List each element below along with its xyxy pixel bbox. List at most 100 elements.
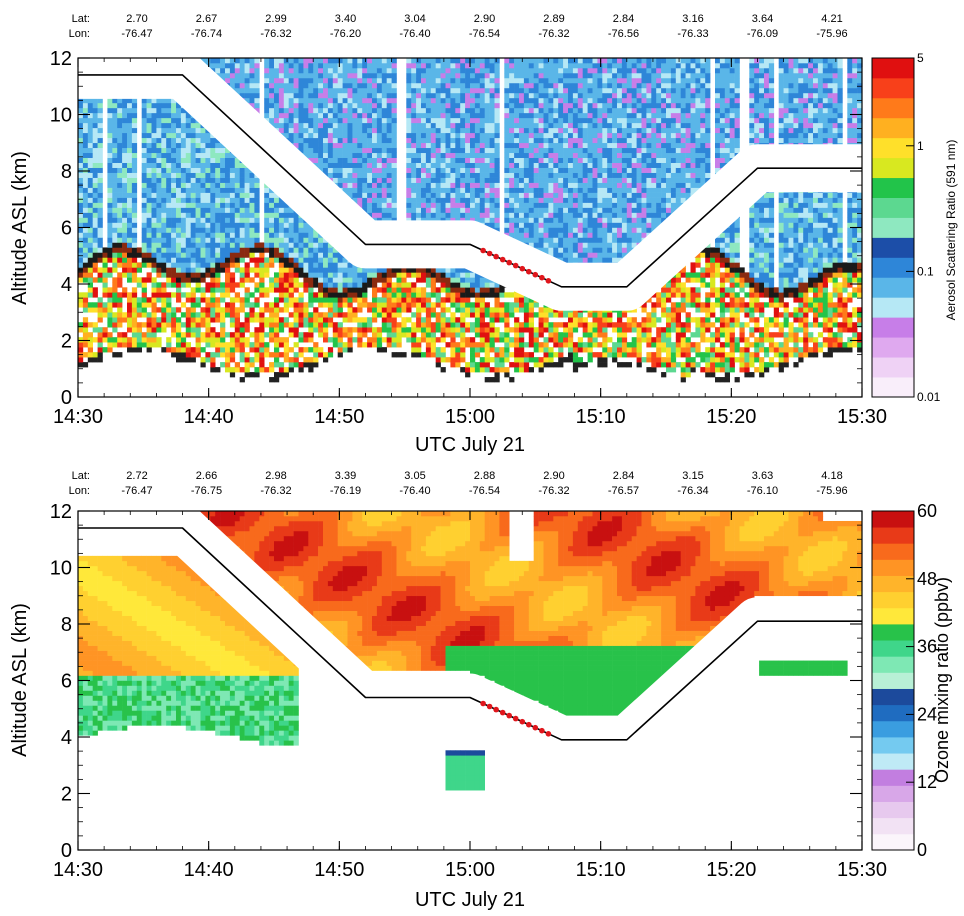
- colorbar-tick-label: 12: [917, 772, 937, 792]
- colorbar-swatch: [872, 357, 914, 378]
- lat-value: 2.88: [474, 470, 495, 482]
- colorbar-swatch: [872, 157, 914, 179]
- highlight-point: [512, 715, 519, 722]
- y-tick-label: 12: [50, 501, 72, 523]
- y-tick-label: 6: [61, 218, 72, 240]
- colorbar-swatch: [872, 97, 914, 119]
- y-tick-label: 4: [61, 727, 72, 749]
- lon-value: -76.54: [469, 28, 500, 40]
- colorbar-swatch: [872, 137, 914, 159]
- lon-value: -76.34: [677, 485, 708, 497]
- lon-value: -76.57: [608, 485, 639, 497]
- lon-value: -76.56: [608, 28, 639, 40]
- colorbar-swatch: [872, 543, 914, 560]
- colorbar-swatch: [872, 769, 914, 786]
- lon-value: -76.74: [191, 28, 222, 40]
- colorbar-swatch: [872, 217, 914, 238]
- lat-value: 2.84: [613, 13, 634, 25]
- colorbar-tick-label: 0.01: [917, 390, 941, 404]
- highlight-point: [539, 727, 545, 734]
- y-axis-label: Altitude ASL (km): [9, 603, 31, 757]
- colorbar-swatch: [872, 237, 914, 258]
- lon-value: -76.20: [330, 28, 361, 40]
- colorbar-swatch: [872, 277, 914, 298]
- lat-value: 3.64: [752, 13, 773, 25]
- lat-value: 2.89: [543, 13, 564, 25]
- colorbar-swatch: [872, 656, 914, 673]
- x-tick-label: 14:40: [184, 859, 234, 881]
- lon-value: -76.40: [399, 485, 430, 497]
- lat-value: 3.05: [404, 470, 425, 482]
- x-tick-label: 15:20: [706, 859, 756, 881]
- highlight-point: [545, 278, 552, 284]
- colorbar-tick-label: 24: [917, 704, 937, 724]
- colorbar-swatch: [872, 720, 914, 738]
- lon-value: -75.96: [816, 485, 847, 497]
- colorbar-swatch: [872, 197, 914, 218]
- highlight-point: [499, 709, 506, 716]
- highlight-point: [499, 256, 506, 263]
- lon-value: -76.19: [330, 485, 361, 497]
- x-tick-label: 14:30: [53, 406, 103, 428]
- y-tick-label: 0: [61, 387, 72, 409]
- lat-value: 2.99: [265, 13, 286, 25]
- colorbar-label: Ozone mixing ratio (ppbv): [932, 577, 952, 783]
- colorbar-swatch: [872, 559, 914, 576]
- lat-value: 3.40: [335, 13, 356, 25]
- ozone-panel: Lat: Lon: 2.72 -76.47 2.66 -76.75 2.98 -76.32…: [9, 470, 952, 911]
- colorbar-swatch: [872, 58, 914, 79]
- lon-value: -76.10: [747, 485, 778, 497]
- aerosol-panel: Lat: Lon: 2.70 -76.47 2.67 -76.74 2.99 -76.32…: [9, 13, 958, 456]
- colorbar-swatch: [872, 785, 914, 802]
- x-tick-label: 15:30: [837, 406, 887, 428]
- colorbar-swatch: [872, 297, 914, 318]
- y-tick-label: 12: [50, 48, 72, 70]
- x-tick-label: 14:50: [314, 859, 364, 881]
- colorbar-swatch: [872, 640, 914, 657]
- x-tick-label: 15:30: [837, 859, 887, 881]
- y-axis-label: Altitude ASL (km): [9, 151, 31, 305]
- colorbar-swatch: [872, 688, 914, 706]
- highlight-point: [486, 250, 493, 257]
- colorbar-tick-label: 0.1: [917, 264, 934, 278]
- highlight-point: [506, 712, 512, 719]
- colorbar-swatch: [872, 317, 914, 338]
- x-tick-label: 14:30: [53, 859, 103, 881]
- lat-label: Lat:: [72, 13, 90, 25]
- lat-value: 2.72: [126, 470, 147, 482]
- lat-value: 4.21: [821, 13, 842, 25]
- colorbar-swatch: [872, 257, 914, 278]
- highlight-point: [480, 700, 486, 707]
- colorbar-tick-label: 1: [917, 139, 924, 153]
- lat-value: 2.98: [265, 470, 286, 482]
- y-tick-label: 8: [61, 614, 72, 636]
- colorbar-swatch: [872, 801, 914, 819]
- highlight-point: [480, 247, 486, 254]
- lat-value: 2.90: [474, 13, 495, 25]
- y-tick-label: 2: [61, 784, 72, 806]
- x-tick-label: 15:10: [576, 406, 626, 428]
- colorbar: 60 48 36 24 12 0: [871, 501, 937, 860]
- colorbar-swatch: [872, 337, 914, 358]
- highlight-point: [532, 724, 539, 731]
- x-tick-label: 14:50: [314, 406, 364, 428]
- highlight-point: [506, 259, 512, 266]
- lon-value: -76.47: [121, 485, 152, 497]
- x-tick-label: 14:40: [184, 406, 234, 428]
- lon-value: -76.32: [538, 28, 569, 40]
- colorbar-swatch: [872, 377, 914, 398]
- flight-track: [78, 50, 862, 311]
- lon-value: -76.33: [677, 28, 708, 40]
- lat-value: 3.39: [335, 470, 356, 482]
- x-axis-label: UTC July 21: [415, 434, 525, 456]
- lat-value: 3.63: [752, 470, 773, 482]
- lon-value: -75.96: [816, 28, 847, 40]
- lat-value: 4.18: [821, 470, 842, 482]
- colorbar-label: Aerosol Scattering Ratio (591 nm): [944, 140, 958, 321]
- lon-label: Lon:: [69, 28, 90, 40]
- lat-value: 2.70: [126, 13, 147, 25]
- lat-value: 3.16: [682, 13, 703, 25]
- colorbar-swatch: [872, 77, 914, 99]
- highlight-point: [512, 262, 519, 269]
- highlight-point: [493, 706, 499, 713]
